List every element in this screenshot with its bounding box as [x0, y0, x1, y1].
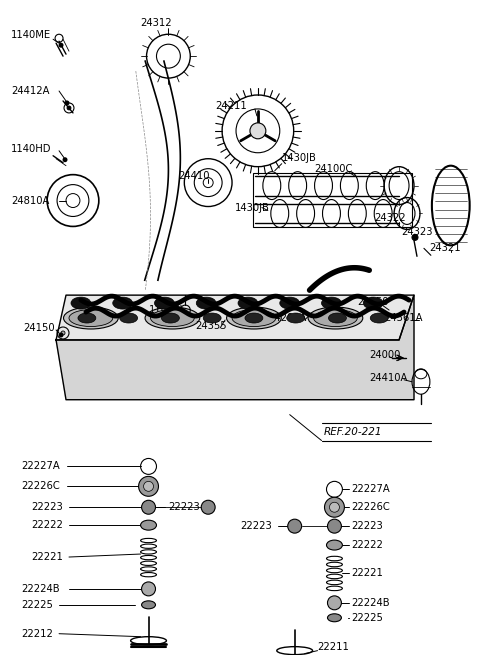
Text: 24211: 24211: [215, 101, 247, 111]
Ellipse shape: [322, 297, 341, 309]
Text: 22224B: 22224B: [351, 598, 390, 608]
Circle shape: [183, 315, 188, 319]
Ellipse shape: [78, 313, 96, 323]
Ellipse shape: [63, 307, 118, 329]
Text: 22223: 22223: [168, 502, 200, 512]
Text: 1430JB: 1430JB: [235, 203, 270, 213]
Text: 24412A: 24412A: [12, 86, 50, 96]
Text: 24322: 24322: [374, 213, 406, 224]
Text: 24321: 24321: [429, 243, 460, 253]
Text: 22211: 22211: [318, 642, 349, 651]
Text: 22223: 22223: [31, 502, 63, 512]
Ellipse shape: [161, 313, 180, 323]
Ellipse shape: [227, 307, 281, 329]
Circle shape: [67, 106, 71, 110]
Circle shape: [324, 497, 344, 517]
Text: 24410A: 24410A: [369, 373, 408, 383]
Ellipse shape: [142, 601, 156, 609]
Circle shape: [250, 123, 266, 139]
Text: 24410: 24410: [179, 171, 210, 180]
Ellipse shape: [196, 297, 216, 309]
Text: 22222: 22222: [31, 520, 63, 530]
Text: 24355: 24355: [195, 321, 227, 331]
Text: 24323: 24323: [401, 228, 432, 237]
Ellipse shape: [313, 310, 357, 327]
Ellipse shape: [245, 313, 263, 323]
Circle shape: [61, 331, 65, 335]
Ellipse shape: [155, 297, 174, 309]
Text: 22223: 22223: [240, 521, 272, 531]
Ellipse shape: [71, 297, 91, 309]
Ellipse shape: [69, 310, 113, 327]
Text: 1430JB: 1430JB: [282, 153, 317, 163]
Circle shape: [144, 482, 154, 491]
Text: 24312: 24312: [141, 18, 172, 28]
Circle shape: [59, 43, 63, 48]
Ellipse shape: [308, 307, 363, 329]
Circle shape: [142, 582, 156, 596]
Text: 24350: 24350: [357, 297, 389, 307]
Circle shape: [139, 476, 158, 497]
Ellipse shape: [287, 313, 305, 323]
Ellipse shape: [280, 297, 300, 309]
Text: REF.20-221: REF.20-221: [324, 426, 382, 436]
Ellipse shape: [370, 313, 388, 323]
Polygon shape: [56, 295, 414, 400]
Ellipse shape: [113, 297, 132, 309]
Ellipse shape: [326, 540, 342, 550]
Circle shape: [64, 100, 70, 106]
Circle shape: [201, 501, 215, 514]
Text: 24100C: 24100C: [314, 164, 353, 174]
Circle shape: [412, 234, 418, 240]
Circle shape: [142, 501, 156, 514]
Polygon shape: [56, 295, 414, 340]
Ellipse shape: [151, 310, 194, 327]
Circle shape: [329, 502, 339, 512]
Ellipse shape: [203, 313, 221, 323]
Text: 24150: 24150: [23, 323, 55, 333]
Text: 22221: 22221: [31, 552, 63, 562]
Circle shape: [327, 596, 341, 610]
Text: 1140EJ: 1140EJ: [148, 305, 183, 315]
Text: 22212: 22212: [21, 628, 53, 639]
Text: 24361A: 24361A: [384, 313, 423, 323]
Circle shape: [62, 157, 68, 162]
Text: 22227A: 22227A: [21, 461, 60, 472]
Text: 22222: 22222: [351, 540, 383, 550]
Ellipse shape: [328, 313, 347, 323]
Circle shape: [59, 333, 63, 337]
Circle shape: [288, 519, 301, 533]
Text: 24810A: 24810A: [12, 195, 50, 205]
Text: 24200A: 24200A: [268, 313, 306, 323]
Ellipse shape: [141, 520, 156, 530]
Ellipse shape: [363, 297, 383, 309]
Circle shape: [327, 519, 341, 533]
Text: 22221: 22221: [351, 568, 383, 578]
Ellipse shape: [232, 310, 276, 327]
Text: 22225: 22225: [21, 600, 53, 610]
Text: 1140HD: 1140HD: [12, 144, 52, 154]
Bar: [253, 173, 412, 228]
Ellipse shape: [145, 307, 200, 329]
Text: 1140ME: 1140ME: [12, 30, 51, 40]
Ellipse shape: [238, 297, 258, 309]
Text: 22226C: 22226C: [21, 482, 60, 491]
Ellipse shape: [327, 614, 341, 622]
Text: 22224B: 22224B: [21, 584, 60, 594]
Text: 22223: 22223: [351, 521, 383, 531]
Text: 22226C: 22226C: [351, 502, 390, 512]
Text: 24000: 24000: [369, 350, 401, 360]
Ellipse shape: [120, 313, 138, 323]
Text: 22227A: 22227A: [351, 484, 390, 495]
Text: 22225: 22225: [351, 613, 383, 623]
